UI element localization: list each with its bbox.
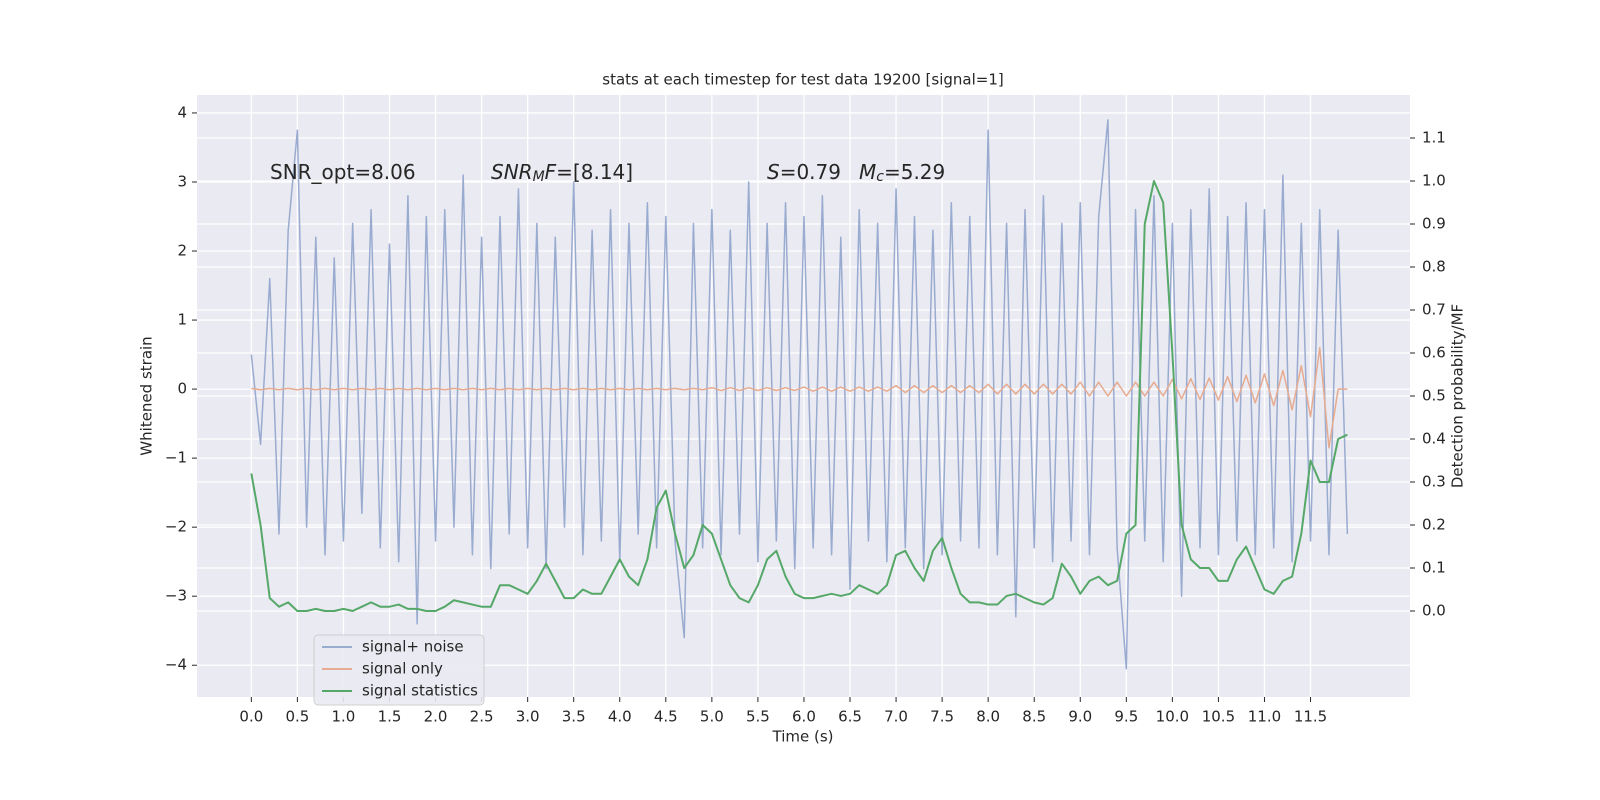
y2-tick-label: 0.9 [1422,215,1446,233]
x-tick-label: 0.0 [239,708,263,726]
y2-tick-label: 0.1 [1422,559,1446,577]
annotation-part: F [545,160,557,184]
annotation-part: SNR [491,160,533,184]
y-tick-label: 1 [177,311,187,329]
y-tick-label: −1 [165,449,187,467]
annotation: SNR_opt=8.06 [270,160,416,184]
y2-tick-label: 0.6 [1422,344,1446,362]
annotation-part: M [859,160,876,184]
series-line [250,180,1348,612]
legend-label: signal+ noise [362,638,464,656]
y2-tick-label: 0.4 [1422,430,1446,448]
x-tick-label: 6.5 [838,708,862,726]
x-tick-label: 5.5 [746,708,770,726]
x-tick-label: 7.5 [930,708,954,726]
x-axis-label: Time (s) [772,728,834,746]
y2-axis-label: Detection probability/MF [1449,304,1467,488]
x-tick-label: 9.5 [1114,708,1138,726]
annotation-part: S [767,160,780,184]
x-tick-label: 6.0 [792,708,816,726]
y2-tick-label: 0.8 [1422,258,1446,276]
y-tick-label: 0 [177,380,187,398]
annotation-part: SNR_opt=8.06 [270,160,416,184]
annotation-part: c [876,169,884,185]
series-line [250,119,1349,670]
y-tick-label: 4 [177,103,187,121]
annotation-part: M [533,169,545,185]
y-tick-label: −2 [165,518,187,536]
y2-tick-label: 0.3 [1422,473,1446,491]
annotation: S=0.79 [767,160,841,184]
x-tick-label: 5.0 [700,708,724,726]
y-tick-label: −4 [165,656,187,674]
y2-tick-label: 0.2 [1422,516,1446,534]
x-tick-label: 10.5 [1202,708,1235,726]
x-tick-label: 11.5 [1294,708,1327,726]
x-tick-label: 0.5 [285,708,309,726]
chart-title: stats at each timestep for test data 192… [602,71,1003,89]
y-tick-label: 3 [177,172,187,190]
y2-tick-label: 0.0 [1422,602,1446,620]
annotation: Mc=5.29 [859,160,945,186]
x-tick-label: 4.5 [654,708,678,726]
x-tick-label: 2.5 [470,708,494,726]
y2-tick-label: 1.1 [1422,129,1446,147]
y-tick-label: 2 [177,242,187,260]
x-tick-label: 7.0 [884,708,908,726]
legend-label: signal statistics [362,682,478,700]
annotation-part: =[8.14] [556,160,633,184]
y2-tick-label: 0.7 [1422,301,1446,319]
y2-tick-label: 1.0 [1422,172,1446,190]
x-tick-label: 3.0 [516,708,540,726]
y-axis-label: Whitened strain [138,336,156,455]
x-tick-label: 9.0 [1068,708,1092,726]
x-tick-label: 8.0 [976,708,1000,726]
annotation: SNRMF=[8.14] [491,160,633,186]
y2-tick-label: 0.5 [1422,387,1446,405]
annotation-part: =0.79 [780,160,841,184]
x-tick-label: 8.5 [1022,708,1046,726]
legend-box [313,634,485,706]
x-tick-label: 3.5 [562,708,586,726]
x-tick-label: 1.0 [332,708,356,726]
x-tick-label: 4.0 [608,708,632,726]
y-tick-label: −3 [165,587,187,605]
annotation-part: =5.29 [884,160,945,184]
series-line [251,346,1348,449]
x-tick-label: 1.5 [378,708,402,726]
x-tick-label: 10.0 [1156,708,1189,726]
x-tick-label: 2.0 [424,708,448,726]
x-tick-label: 11.0 [1248,708,1281,726]
legend-label: signal only [362,660,443,678]
